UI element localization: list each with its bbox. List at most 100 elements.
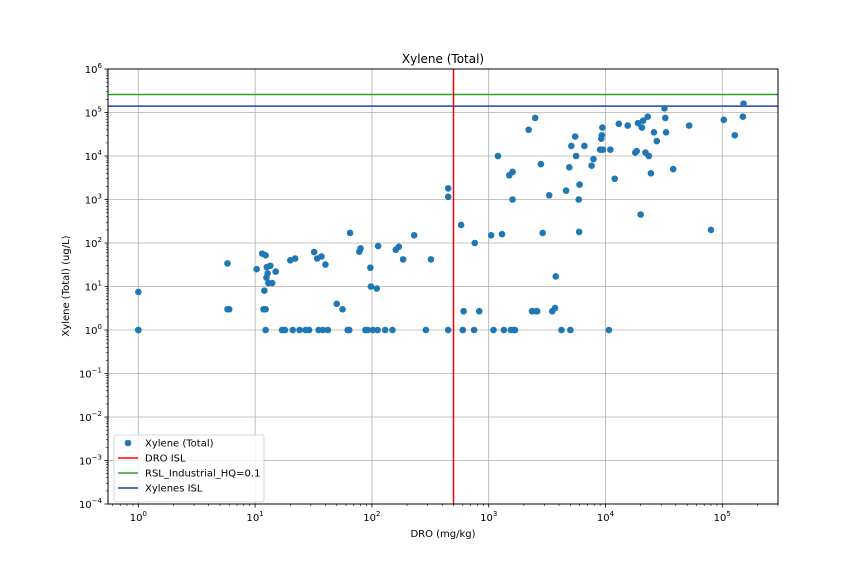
data-point [731, 131, 739, 139]
data-point [267, 262, 274, 270]
data-point [599, 146, 607, 153]
data-point [262, 305, 269, 313]
data-point [268, 279, 276, 287]
data-point [588, 162, 595, 169]
data-point [224, 260, 231, 267]
data-point [459, 326, 467, 334]
data-point [498, 230, 506, 238]
data-point [571, 133, 579, 140]
y-tick-label: 100 [85, 323, 102, 337]
legend-label: RSL_Industrial_HQ=0.1 [145, 469, 260, 480]
legend-box [113, 434, 265, 503]
data-point [740, 100, 747, 107]
y-tick-label: 103 [85, 193, 102, 207]
data-point [253, 265, 260, 273]
data-point [346, 229, 354, 237]
data-point [551, 304, 559, 312]
data-point [357, 245, 364, 252]
data-point [647, 170, 655, 177]
data-point [322, 261, 329, 268]
data-point [395, 243, 403, 251]
data-point [318, 253, 325, 260]
data-point [319, 326, 327, 334]
x-axis-label: DRO (mg/kg) [410, 529, 475, 540]
data-point [281, 326, 289, 334]
data-point [575, 228, 583, 236]
data-point [457, 221, 465, 229]
y-tick-label: 10−3 [79, 454, 102, 468]
data-point [444, 185, 452, 192]
data-point [324, 326, 332, 334]
data-point [310, 248, 318, 256]
y-tick-label: 10−1 [79, 367, 102, 381]
data-point [539, 229, 546, 237]
data-point [615, 120, 623, 128]
y-axis-label: Xylene (Total) (ug/L) [61, 235, 72, 336]
data-point [567, 326, 574, 334]
data-point [135, 326, 142, 334]
data-point [381, 326, 389, 334]
x-tick-label: 105 [714, 510, 731, 524]
data-point [367, 283, 375, 290]
y-axis-ticks: 10−4 10−3 10−2 10−1 100 101 102 103 104 105 106 [79, 62, 108, 511]
data-point [720, 116, 728, 124]
x-tick-label: 104 [597, 510, 615, 524]
data-point [525, 126, 532, 134]
data-point [662, 129, 670, 136]
data-point [511, 326, 519, 334]
legend-label: Xylenes ISL [145, 484, 203, 495]
data-point [645, 152, 653, 160]
legend: Xylene (Total) DRO ISL RSL_Industrial_HQ=0… [113, 434, 265, 503]
data-point [533, 307, 541, 315]
data-point [374, 326, 381, 334]
y-tick-label: 102 [85, 236, 102, 250]
data-point [389, 326, 396, 334]
data-point [605, 326, 613, 334]
data-point [444, 193, 452, 201]
data-point [576, 181, 583, 188]
data-point [460, 307, 467, 315]
data-point [225, 305, 233, 313]
data-point [637, 211, 644, 218]
data-point [562, 187, 570, 194]
data-point [369, 326, 377, 334]
data-point [624, 122, 632, 129]
data-point [410, 232, 418, 239]
data-point [653, 137, 661, 145]
data-point [575, 196, 583, 203]
data-point [500, 326, 508, 334]
data-point [296, 326, 303, 334]
data-point [607, 146, 614, 153]
data-point [509, 196, 516, 203]
data-point [566, 163, 573, 171]
data-point [611, 175, 619, 183]
data-point [707, 226, 715, 234]
data-point [494, 152, 502, 160]
data-point [739, 113, 747, 121]
data-point [537, 160, 545, 168]
data-point [444, 326, 452, 334]
x-axis-ticks: 100 101 102 103 104 105 [112, 504, 779, 524]
data-point [422, 326, 430, 334]
y-tick-label: 10−2 [79, 410, 102, 424]
data-point [333, 300, 341, 308]
data-point [262, 326, 269, 334]
legend-label: DRO ISL [145, 454, 186, 465]
data-point [572, 152, 580, 160]
y-tick-label: 101 [85, 280, 102, 294]
chart-title: Xylene (Total) [402, 52, 484, 66]
y-tick-label: 10−4 [79, 497, 103, 511]
data-point [470, 326, 478, 334]
scatter-points [135, 100, 747, 334]
data-point [374, 242, 382, 250]
y-tick-label: 106 [85, 62, 103, 76]
data-point [305, 326, 313, 334]
y-tick-label: 104 [85, 149, 103, 163]
legend-label: Xylene (Total) [145, 439, 214, 450]
data-point [475, 307, 483, 315]
data-point [558, 326, 565, 334]
x-tick-label: 103 [480, 510, 497, 524]
data-point [638, 124, 646, 131]
data-point [661, 104, 668, 112]
data-point [552, 273, 560, 280]
